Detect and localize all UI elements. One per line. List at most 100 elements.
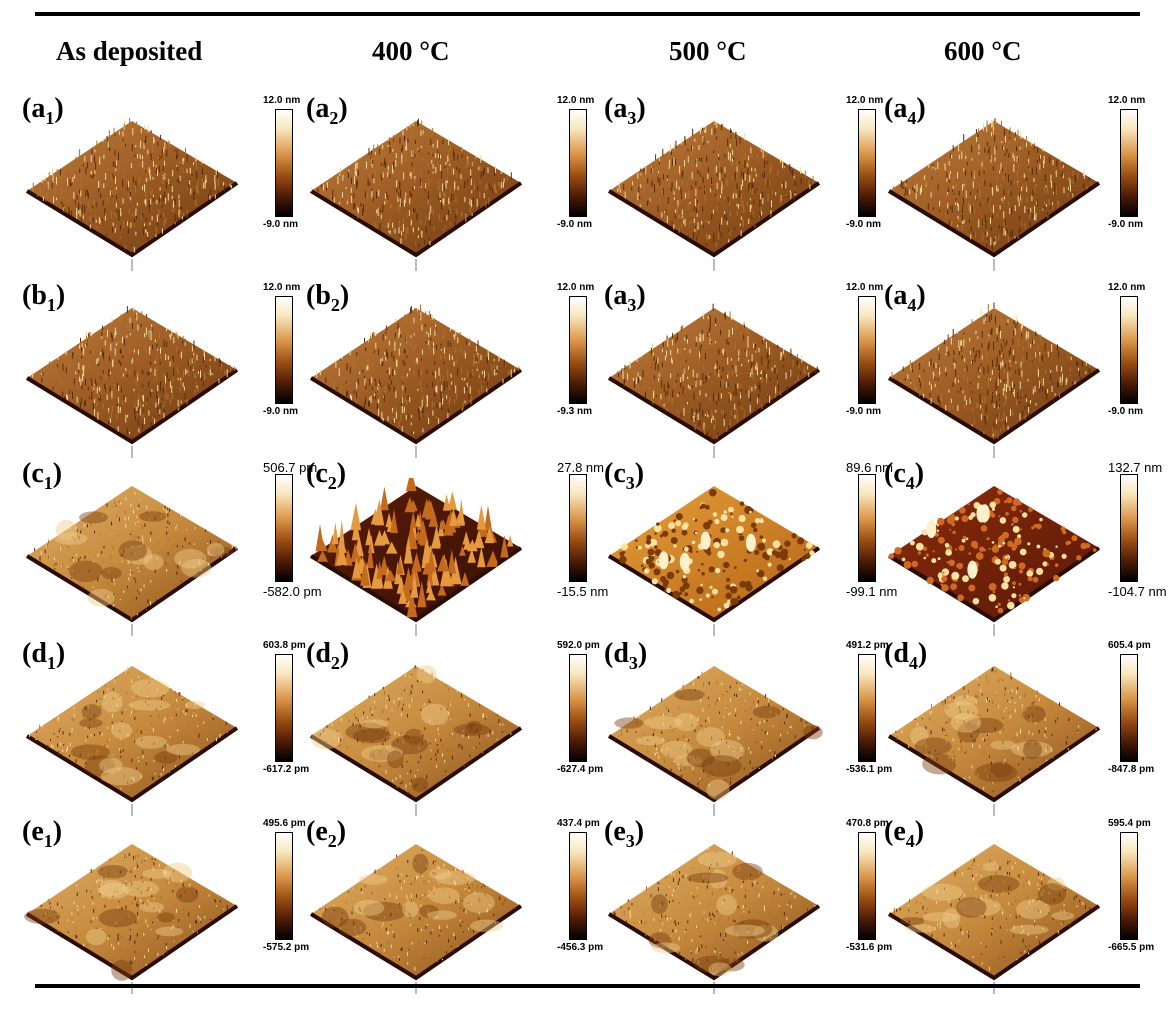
scale-max-label: 470.8 pm <box>846 818 889 829</box>
panel-label: (a2) <box>306 95 348 123</box>
panel-label: (d1) <box>22 640 65 668</box>
panel-label: (e1) <box>22 818 62 846</box>
panel-label-subscript: 4 <box>907 295 916 315</box>
scale-min-label: -627.4 pm <box>557 764 603 775</box>
scale-min-label: -15.5 nm <box>557 584 608 599</box>
scale-min-label: -9.0 nm <box>846 219 881 230</box>
panel-label: (c3) <box>604 460 644 488</box>
afm-panel-b3: (a3) 12.0 nm -9.0 nm <box>604 282 896 460</box>
panel-label-letter: d <box>893 638 909 669</box>
scale-min-label: -847.8 pm <box>1108 764 1154 775</box>
afm-panel-a3: (a3) 12.0 nm -9.0 nm <box>604 95 896 273</box>
scale-max-label: 605.4 pm <box>1108 640 1151 651</box>
scale-max-label: 491.2 pm <box>846 640 889 651</box>
scale-min-label: -9.0 nm <box>846 406 881 417</box>
height-color-scale-bar <box>858 832 876 940</box>
scale-max-label: 12.0 nm <box>1108 95 1145 106</box>
height-color-scale-bar <box>1120 296 1138 404</box>
panel-label-subscript: 4 <box>909 653 918 673</box>
panel-label-letter: e <box>613 816 625 847</box>
height-color-scale-bar <box>275 474 293 582</box>
panel-label-letter: a <box>315 93 329 124</box>
height-color-scale-bar <box>1120 654 1138 762</box>
panel-label: (c4) <box>884 460 924 488</box>
afm-panel-a1: (a1)12.0 nm-9.0 nm <box>22 95 314 273</box>
afm-panel-e1: (e1) 495.6 pm -575.2 pm <box>22 818 314 996</box>
afm-panel-d1: (d1)603.8 pm-617.2 pm <box>22 640 314 818</box>
panel-label-letter: a <box>893 93 907 124</box>
panel-label-letter: b <box>315 280 331 311</box>
panel-label-subscript: 4 <box>906 831 915 851</box>
scale-max-label: 437.4 pm <box>557 818 600 829</box>
surface-topography <box>27 844 237 978</box>
scale-min-label: -575.2 pm <box>263 942 309 953</box>
panel-label-letter: b <box>31 280 47 311</box>
height-color-scale-bar <box>858 654 876 762</box>
afm-panel-d3: (d3)491.2 pm-536.1 pm <box>604 640 896 818</box>
scale-max-label: 592.0 pm <box>557 640 600 651</box>
scale-min-label: -9.0 nm <box>263 406 298 417</box>
height-color-scale-bar <box>569 296 587 404</box>
panel-label: (e2) <box>306 818 346 846</box>
afm-panel-d2: (d2)592.0 pm-627.4 pm <box>306 640 598 818</box>
afm-panel-b1: (b1) 12.0 nm -9.0 nm <box>22 282 314 460</box>
panel-label-letter: a <box>613 93 627 124</box>
scale-min-label: -9.0 nm <box>1108 406 1143 417</box>
scale-min-label: -9.0 nm <box>1108 219 1143 230</box>
panel-label-letter: c <box>315 458 327 489</box>
scale-min-label: -456.3 pm <box>557 942 603 953</box>
panel-label-letter: c <box>31 458 43 489</box>
panel-label-letter: a <box>31 93 45 124</box>
scale-max-label: 12.0 nm <box>1108 282 1145 293</box>
panel-label-subscript: 1 <box>47 653 56 673</box>
panel-label: (a3) <box>604 282 646 310</box>
panel-label-letter: d <box>613 638 629 669</box>
afm-panel-e4: (e4)595.4 pm-665.5 pm <box>884 818 1169 996</box>
panel-label: (b2) <box>306 282 349 310</box>
scale-max-label: 12.0 nm <box>263 95 300 106</box>
panel-label-subscript: 3 <box>627 295 636 315</box>
height-color-scale-bar <box>275 296 293 404</box>
panel-label-letter: a <box>613 280 627 311</box>
panel-label-letter: d <box>315 638 331 669</box>
scale-max-label: 595.4 pm <box>1108 818 1151 829</box>
panel-label: (a3) <box>604 95 646 123</box>
panel-label-subscript: 1 <box>45 108 54 128</box>
afm-panel-a2: (a2) 12.0 nm -9.0 nm <box>306 95 598 273</box>
height-color-scale-bar <box>1120 109 1138 217</box>
afm-panel-a4: (a4)12.0 nm-9.0 nm <box>884 95 1169 273</box>
panel-label-subscript: 1 <box>44 473 53 493</box>
height-color-scale-bar <box>569 832 587 940</box>
scale-max-label: 495.6 pm <box>263 818 306 829</box>
surface-topography <box>609 308 819 442</box>
panel-label: (b1) <box>22 282 65 310</box>
panel-label-subscript: 2 <box>328 831 337 851</box>
height-color-scale-bar <box>569 474 587 582</box>
panel-label-subscript: 4 <box>906 473 915 493</box>
scale-max-label: 132.7 nm <box>1108 460 1162 475</box>
scale-max-label: 12.0 nm <box>846 282 883 293</box>
height-color-scale-bar <box>1120 832 1138 940</box>
scale-max-label: 12.0 nm <box>846 95 883 106</box>
scale-max-label: 12.0 nm <box>263 282 300 293</box>
scale-min-label: -9.0 nm <box>557 219 592 230</box>
scale-min-label: -9.3 nm <box>557 406 592 417</box>
height-color-scale-bar <box>1120 474 1138 582</box>
scale-min-label: -617.2 pm <box>263 764 309 775</box>
afm-panel-e3: (e3)470.8 pm-531.6 pm <box>604 818 896 996</box>
panel-label-letter: c <box>893 458 905 489</box>
scale-max-label: 12.0 nm <box>557 282 594 293</box>
panel-label: (a4) <box>884 282 926 310</box>
surface-topography <box>889 308 1099 442</box>
bottom-rule <box>35 984 1140 988</box>
panel-label-subscript: 4 <box>907 108 916 128</box>
scale-max-label: 12.0 nm <box>557 95 594 106</box>
scale-min-label: -665.5 pm <box>1108 942 1154 953</box>
height-color-scale-bar <box>275 109 293 217</box>
panel-label-letter: e <box>893 816 905 847</box>
panel-label-letter: c <box>613 458 625 489</box>
afm-panel-b4: (a4) 12.0 nm -9.0 nm <box>884 282 1169 460</box>
surface-topography <box>311 308 521 442</box>
afm-panel-c4: (c4)132.7 nm-104.7 nm <box>884 460 1169 638</box>
